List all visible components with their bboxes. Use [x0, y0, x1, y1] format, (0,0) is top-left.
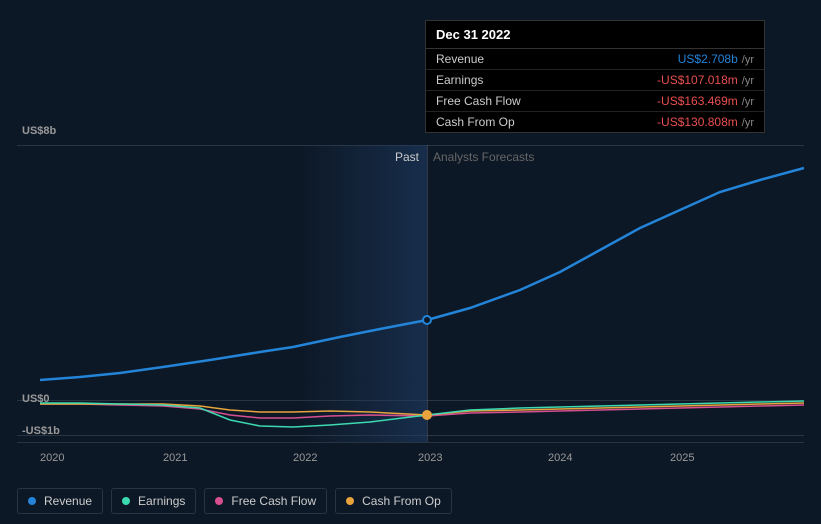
tooltip-row-label: Cash From Op	[436, 115, 515, 129]
tooltip-row-unit: /yr	[742, 75, 754, 87]
tooltip-date: Dec 31 2022	[426, 21, 764, 49]
tooltip-row-label: Revenue	[436, 52, 484, 66]
financial-chart: Past Analysts Forecasts US$8bUS$0-US$1b …	[0, 0, 821, 524]
tooltip-row-unit: /yr	[742, 117, 754, 129]
tooltip-row-unit: /yr	[742, 96, 754, 108]
tooltip-row: Earnings -US$107.018m/yr	[426, 70, 764, 91]
tooltip-row-label: Earnings	[436, 73, 483, 87]
tooltip-row-value: -US$163.469m	[657, 94, 738, 108]
tooltip-row-value: -US$107.018m	[657, 73, 738, 87]
tooltip-row: Revenue US$2.708b/yr	[426, 49, 764, 70]
tooltip-row-value: -US$130.808m	[657, 115, 738, 129]
tooltip-row-unit: /yr	[742, 54, 754, 66]
tooltip-row-label: Free Cash Flow	[436, 94, 521, 108]
chart-tooltip: Dec 31 2022 Revenue US$2.708b/yr Earnings -…	[425, 20, 765, 133]
chart-marker	[422, 315, 432, 325]
tooltip-row: Cash From Op -US$130.808m/yr	[426, 112, 764, 132]
tooltip-row-value: US$2.708b	[678, 52, 738, 66]
chart-marker	[422, 410, 432, 420]
revenue-line	[40, 168, 804, 380]
tooltip-row: Free Cash Flow -US$163.469m/yr	[426, 91, 764, 112]
